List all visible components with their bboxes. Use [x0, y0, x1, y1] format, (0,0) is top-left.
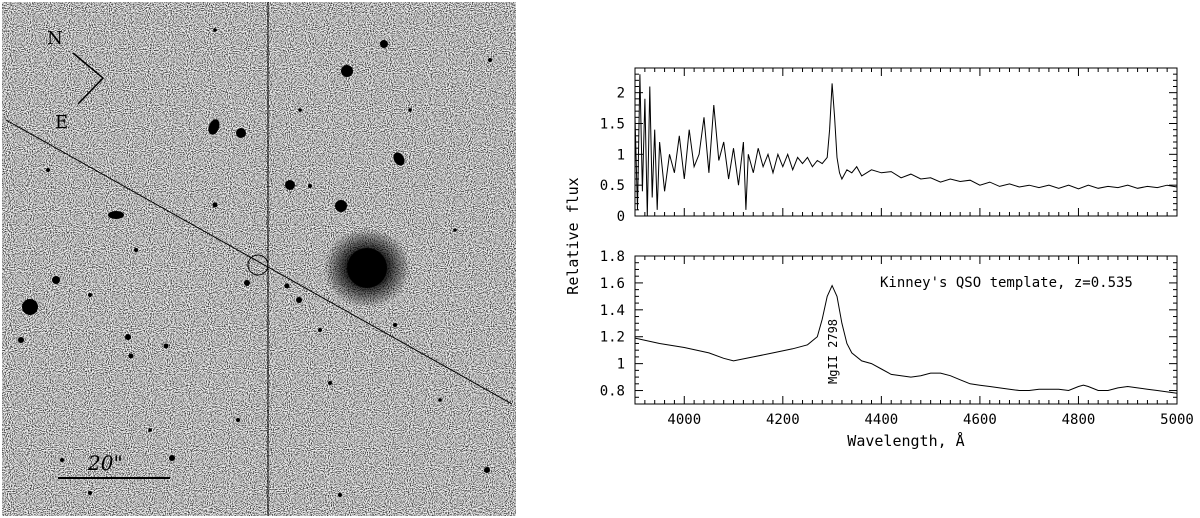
observed-spectrum-y-tick-labels: 0 0.5 1 1.5 2	[600, 86, 625, 225]
x-tick-label: 4000	[667, 412, 701, 428]
star	[453, 228, 457, 232]
star	[408, 108, 412, 112]
mgii-line-label: MgII 2798	[826, 319, 840, 384]
star	[335, 200, 347, 212]
target-circle	[247, 254, 269, 276]
star	[285, 180, 295, 190]
x-tick-label: 4200	[766, 412, 800, 428]
observed-spectrum-line	[634, 74, 1178, 217]
compass-north-label: N	[47, 28, 63, 49]
star	[488, 58, 492, 62]
y-axis-label: Relative flux	[564, 177, 582, 294]
star	[60, 458, 64, 462]
y-tick-label: 1	[617, 147, 625, 163]
star	[438, 398, 442, 402]
template-annotation: Kinney's QSO template, z=0.535	[880, 275, 1133, 291]
star	[308, 184, 312, 188]
star	[341, 65, 353, 77]
star	[338, 493, 342, 497]
star	[52, 276, 60, 284]
star	[296, 297, 302, 303]
star	[244, 280, 250, 286]
compass: N E	[47, 28, 105, 133]
star	[393, 323, 397, 327]
x-tick-label: 4800	[1062, 412, 1096, 428]
scale-bar: 20"	[58, 451, 170, 479]
x-tick-label: 4400	[865, 412, 899, 428]
star	[163, 343, 169, 349]
star	[284, 283, 290, 289]
template-spectrum-y-tick-labels: 0.8 1 1.2 1.4 1.6 1.8	[600, 249, 625, 400]
star	[380, 40, 388, 48]
star	[236, 128, 246, 138]
observed-spectrum-ticks	[634, 67, 1178, 217]
star	[46, 168, 50, 172]
y-tick-label: 0.8	[600, 384, 625, 400]
template-spectrum-chart: 0.8 1 1.2 1.4 1.6 1.8 4000 4200 4400 4600 4800 500…	[600, 249, 1194, 428]
star	[125, 334, 131, 340]
star	[18, 337, 24, 343]
y-tick-label: 1.8	[600, 249, 625, 265]
observed-spectrum-chart: 0 0.5 1 1.5 2	[600, 67, 1178, 225]
star	[134, 248, 138, 252]
star	[88, 293, 92, 297]
sky-objects	[18, 28, 492, 497]
y-tick-label: 1	[617, 357, 625, 373]
y-tick-label: 2	[617, 86, 625, 102]
star	[169, 455, 175, 461]
star	[213, 28, 217, 32]
star	[212, 202, 218, 208]
compass-arms	[72, 52, 105, 105]
compass-east-label: E	[55, 112, 68, 133]
y-tick-label: 1.4	[600, 303, 625, 319]
x-tick-label: 4600	[963, 412, 997, 428]
sky-image-noise	[2, 2, 516, 516]
sky-image-panel: N E 20"	[2, 2, 516, 516]
scale-bar-label: 20"	[87, 451, 123, 475]
observed-spectrum-frame	[634, 67, 1178, 217]
x-axis-label: Wavelength, Å	[847, 431, 964, 450]
star	[298, 108, 302, 112]
star	[318, 328, 322, 332]
slit-line-diagonal	[5, 119, 513, 405]
star	[22, 299, 38, 315]
star	[128, 353, 134, 359]
star	[88, 491, 92, 495]
y-tick-label: 1.5	[600, 117, 625, 133]
template-spectrum-ticks	[634, 255, 1178, 405]
y-tick-label: 1.6	[600, 276, 625, 292]
star	[484, 467, 490, 473]
y-tick-label: 0	[617, 209, 625, 225]
galaxy	[108, 211, 124, 219]
y-tick-label: 1.2	[600, 330, 625, 346]
template-spectrum-x-tick-labels: 4000 4200 4400 4600 4800 5000	[667, 412, 1193, 428]
x-tick-label: 5000	[1160, 412, 1194, 428]
star	[148, 428, 152, 432]
galaxy	[393, 152, 405, 166]
star	[236, 418, 240, 422]
bright-galaxy-core	[347, 248, 387, 288]
y-tick-label: 0.5	[600, 178, 625, 194]
galaxy	[208, 119, 220, 135]
star	[328, 381, 332, 385]
template-spectrum-line	[634, 284, 1178, 394]
